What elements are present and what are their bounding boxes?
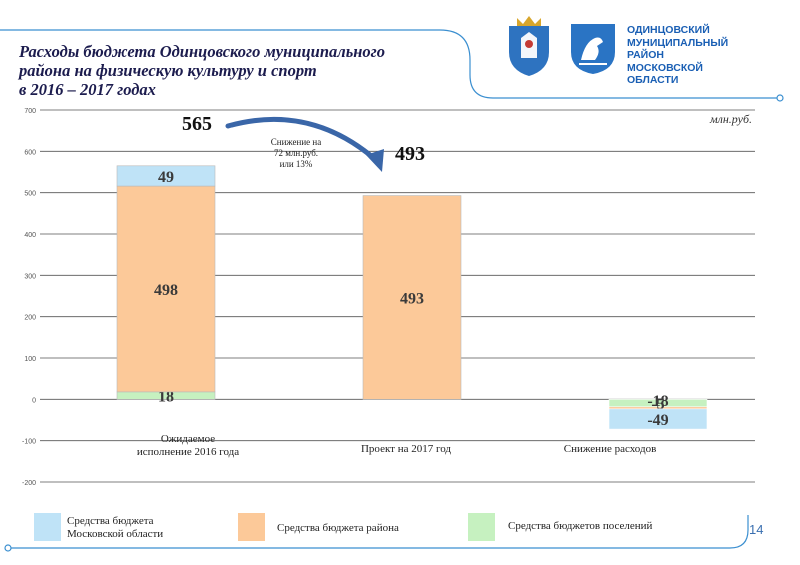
legend-swatch-settlements	[468, 513, 495, 541]
frame-dot	[776, 94, 784, 102]
category-label: Снижение расходов	[564, 443, 657, 455]
legend-label-settlements: Средства бюджетов поселений	[508, 520, 653, 532]
legend-label-district: Средства бюджета района	[277, 522, 399, 534]
logo-area: ОДИНЦОВСКИЙ МУНИЦИПАЛЬНЫЙ РАЙОН МОСКОВСК…	[503, 12, 733, 86]
data-label: -49	[647, 412, 668, 429]
data-label: 49	[158, 169, 174, 186]
frame-top-line	[0, 29, 780, 99]
district-emblem-icon	[571, 24, 615, 74]
frame-dot-bottom	[4, 544, 12, 552]
budget-chart: -200 -100 0 100 200 300 400 500 600 700 млн.руб. 18…	[22, 108, 755, 487]
total-label: 565	[182, 113, 212, 135]
reduction-arrow-head	[366, 149, 384, 172]
bar-segment	[116, 185, 216, 393]
y-tick-label: 200	[24, 315, 36, 322]
category-label: Ожидаемое исполнение 2016 года	[137, 433, 239, 458]
y-tick-label: 700	[24, 108, 36, 115]
legend-swatch-oblast	[34, 513, 61, 541]
bar-segment	[116, 165, 216, 187]
y-tick-label: 100	[24, 356, 36, 363]
coat-of-arms-icon	[509, 16, 549, 76]
district-name: ОДИНЦОВСКИЙ МУНИЦИПАЛЬНЫЙ РАЙОН МОСКОВСК…	[627, 24, 729, 86]
category-label: Проект на 2017 год	[361, 443, 451, 455]
page-number: 14	[749, 522, 764, 537]
data-label: 493	[400, 290, 424, 307]
y-tick-label: 600	[24, 149, 36, 156]
bar-segment	[608, 408, 708, 430]
y-tick-label: 500	[24, 191, 36, 198]
data-label: 498	[154, 282, 178, 299]
data-label: 18	[158, 389, 174, 406]
reduction-arrow	[225, 116, 379, 163]
y-tick-label: 400	[24, 232, 36, 239]
legend-label-oblast: Средства бюджета Московской области	[67, 515, 164, 540]
unit-label: млн.руб.	[709, 112, 752, 126]
page-title: Расходы бюджета Одинцовского муниципальн…	[19, 42, 386, 99]
y-tick-label: -100	[22, 439, 36, 446]
reduction-annotation: Снижение на 72 млн.руб. или 13%	[271, 137, 321, 169]
y-tick-label: 0	[32, 397, 36, 404]
y-tick-label: -200	[22, 480, 36, 487]
total-label: 493	[395, 143, 425, 165]
legend-swatch-district	[238, 513, 265, 541]
frame-bottom-line	[8, 515, 749, 549]
bar-segment	[362, 195, 462, 400]
y-tick-label: 300	[24, 273, 36, 280]
data-label: -18	[647, 393, 668, 410]
